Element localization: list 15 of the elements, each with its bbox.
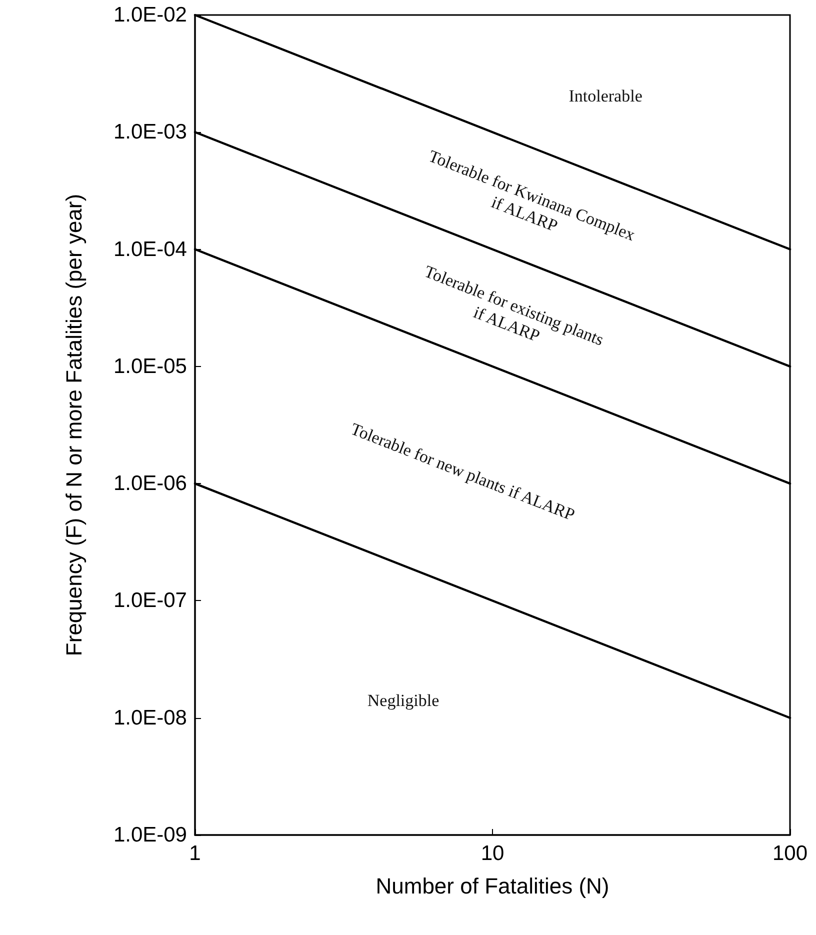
annotation: Intolerable [568, 86, 642, 106]
x-tick-label: 100 [772, 842, 808, 865]
x-tick-label: 1 [189, 842, 201, 865]
y-axis-title: Frequency (F) of N or more Fatalities (per year) [62, 194, 86, 656]
y-tick-label: 1.0E-05 [113, 354, 187, 378]
x-axis-title: Number of Fatalities (N) [376, 874, 610, 898]
y-tick-label: 1.0E-02 [113, 4, 187, 26]
y-tick-label: 1.0E-08 [113, 706, 187, 730]
y-tick-label: 1.0E-04 [113, 238, 188, 261]
y-tick-label: 1.0E-06 [113, 472, 187, 496]
y-tick-label: 1.0E-09 [113, 824, 187, 846]
y-tick-label: 1.0E-03 [113, 120, 187, 144]
x-tick-label: 10 [480, 842, 504, 865]
annotation: Negligible [367, 690, 440, 710]
y-tick-label: 1.0E-07 [113, 589, 187, 612]
